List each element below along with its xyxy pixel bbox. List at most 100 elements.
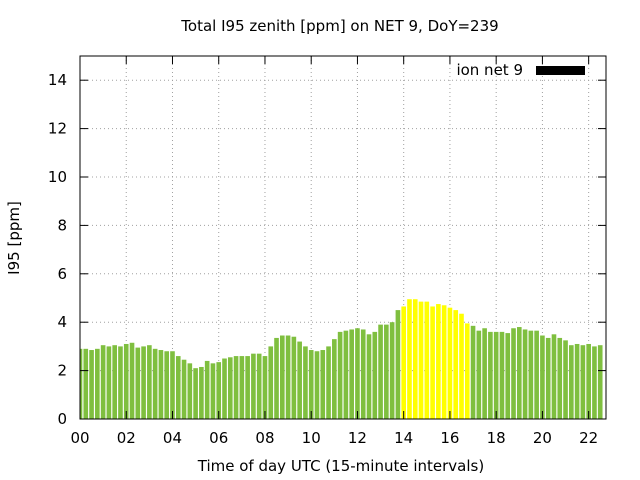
bar: [216, 362, 222, 419]
y-tick-label: 12: [48, 120, 67, 138]
bar: [106, 346, 112, 419]
x-tick-label: 10: [302, 429, 321, 447]
bar: [412, 299, 418, 419]
x-tick-label: 16: [440, 429, 459, 447]
bar: [482, 328, 487, 419]
y-tick-label: 10: [48, 168, 67, 186]
y-tick-label: 8: [57, 216, 67, 234]
bar: [505, 333, 511, 419]
chart-title: Total I95 zenith [ppm] on NET 9, DoY=239: [180, 17, 498, 35]
y-tick-label: 4: [57, 313, 67, 331]
bar: [488, 331, 493, 419]
bar: [574, 343, 580, 419]
bar: [222, 358, 227, 419]
legend-swatch: [536, 66, 585, 75]
bar: [285, 335, 291, 419]
bar: [100, 345, 106, 419]
bar: [453, 310, 459, 419]
x-axis-title: Time of day UTC (15-minute intervals): [197, 457, 484, 475]
legend: ion net 9: [456, 61, 585, 79]
bar: [343, 330, 349, 419]
x-tick-label: 00: [70, 429, 89, 447]
bar: [256, 353, 262, 419]
bar: [459, 313, 464, 419]
bar: [586, 343, 591, 419]
bar: [135, 347, 141, 419]
bar: [112, 345, 117, 419]
bar: [118, 346, 123, 419]
x-tick-label: 08: [255, 429, 274, 447]
bar: [262, 356, 268, 419]
bar: [349, 329, 354, 419]
bar: [511, 328, 516, 419]
bar: [123, 343, 129, 419]
bar: [424, 301, 430, 419]
bar: [83, 348, 89, 419]
bar: [395, 310, 401, 419]
bar: [540, 335, 545, 419]
bar: [175, 356, 181, 419]
bar: [378, 324, 383, 419]
bar: [268, 346, 274, 419]
bar: [210, 363, 216, 419]
y-tick-label: 0: [57, 410, 67, 428]
bar: [476, 330, 482, 419]
x-tick-label: 22: [579, 429, 598, 447]
bar: [355, 328, 360, 419]
y-tick-label: 14: [48, 71, 67, 89]
bar: [389, 322, 395, 419]
x-tick-label: 20: [533, 429, 552, 447]
x-tick-labels: 00 02 04 06 08 10 12 14 16 18 20 22: [70, 429, 598, 447]
bar: [95, 348, 100, 419]
bar: [580, 345, 586, 419]
bar: [245, 356, 250, 419]
bar: [470, 325, 476, 419]
bar: [545, 337, 551, 419]
bar: [297, 341, 302, 419]
bar: [170, 351, 175, 419]
plot-frame: [79, 55, 607, 420]
bar: [360, 329, 366, 419]
x-tick-label: 06: [209, 429, 228, 447]
bar: [516, 327, 522, 419]
bar: [181, 359, 187, 419]
bar: [464, 323, 470, 419]
bar: [401, 306, 407, 419]
bar: [592, 346, 597, 419]
bars: [80, 299, 603, 419]
bar: [332, 339, 337, 419]
bar: [89, 350, 94, 419]
bar: [534, 330, 539, 419]
bar: [430, 306, 435, 419]
bar: [337, 331, 343, 419]
bar: [187, 363, 193, 419]
bar: [308, 350, 314, 419]
bar: [314, 351, 320, 419]
x-tick-label: 02: [117, 429, 136, 447]
x-tick-label: 12: [348, 429, 367, 447]
x-tick-label: 18: [487, 429, 506, 447]
y-tick-labels: 0 2 4 6 8 10 12 14: [48, 71, 67, 428]
bar: [326, 346, 331, 419]
ticks: [79, 56, 606, 420]
bar: [129, 342, 135, 419]
bar: [164, 351, 170, 419]
bar: [436, 304, 441, 419]
bar: [551, 334, 557, 419]
bar: [407, 299, 412, 419]
bar: [569, 345, 574, 419]
bar: [528, 330, 534, 419]
legend-label: ion net 9: [456, 61, 523, 79]
bar: [147, 345, 152, 419]
bar: [418, 301, 424, 419]
bar: [563, 340, 568, 419]
bar: [193, 368, 198, 419]
bar: [233, 356, 239, 419]
grid-lines: [80, 56, 606, 419]
bar: [291, 336, 297, 419]
bar: [80, 348, 83, 419]
bar: [499, 331, 505, 419]
bar: [152, 348, 158, 419]
bar: [158, 350, 164, 419]
